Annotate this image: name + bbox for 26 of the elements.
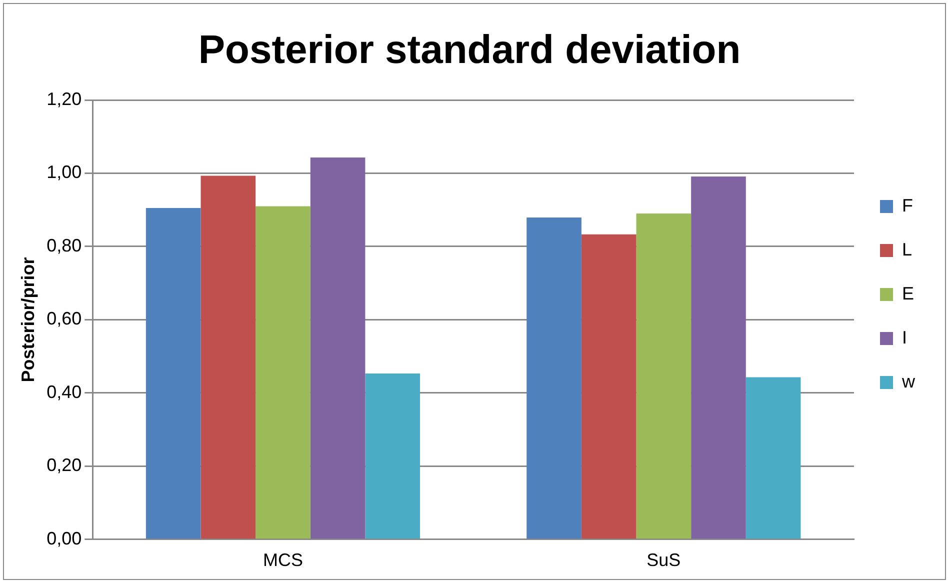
y-tick-label: 0,20 — [46, 455, 82, 476]
bar — [636, 214, 692, 539]
bar — [526, 218, 582, 539]
y-tick-label: 0,40 — [46, 382, 82, 402]
legend-label: F — [902, 195, 913, 216]
bar — [256, 206, 310, 539]
legend-label: w — [901, 371, 916, 392]
x-tick-label: MCS — [262, 550, 303, 570]
y-tick-label: 0,60 — [46, 308, 82, 329]
legend-label: L — [902, 239, 912, 260]
y-tick-label: 1,20 — [46, 88, 82, 109]
bar — [581, 234, 636, 539]
y-tick-label: 0,80 — [46, 235, 82, 256]
bar — [200, 176, 256, 539]
bar — [146, 208, 201, 539]
legend-label: I — [902, 327, 908, 348]
y-tick-label: 1,00 — [46, 162, 82, 182]
bar — [746, 377, 801, 539]
x-tick-label: SuS — [646, 550, 681, 570]
chart-title: Posterior standard deviation — [198, 28, 741, 72]
y-tick-label: 0,00 — [46, 528, 82, 548]
legend-label: E — [902, 283, 914, 304]
bar — [691, 176, 746, 539]
bar — [310, 157, 366, 539]
bar — [365, 374, 420, 539]
y-axis-title: Posterior/prior — [18, 257, 38, 382]
